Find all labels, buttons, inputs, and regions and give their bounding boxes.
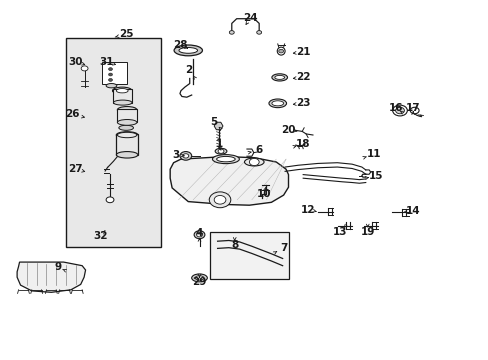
- Circle shape: [229, 31, 234, 34]
- Text: 21: 21: [295, 47, 310, 57]
- Ellipse shape: [395, 107, 404, 114]
- Text: 20: 20: [281, 125, 295, 135]
- Ellipse shape: [106, 84, 117, 88]
- Ellipse shape: [274, 76, 284, 80]
- Ellipse shape: [195, 276, 203, 280]
- Circle shape: [278, 49, 283, 53]
- Ellipse shape: [194, 231, 204, 239]
- Text: 24: 24: [243, 13, 257, 23]
- Ellipse shape: [392, 105, 407, 116]
- Text: 18: 18: [295, 139, 310, 149]
- Bar: [210, 232, 288, 279]
- Circle shape: [106, 197, 114, 203]
- Text: 14: 14: [405, 206, 420, 216]
- Ellipse shape: [117, 107, 137, 113]
- Circle shape: [409, 107, 418, 114]
- Text: 31: 31: [99, 57, 114, 67]
- Bar: [117, 109, 137, 122]
- Circle shape: [81, 66, 88, 71]
- Bar: [116, 134, 138, 155]
- Circle shape: [180, 152, 191, 160]
- Circle shape: [108, 73, 112, 76]
- Ellipse shape: [215, 148, 226, 154]
- Text: 25: 25: [119, 29, 133, 39]
- Ellipse shape: [196, 233, 202, 237]
- Ellipse shape: [277, 47, 285, 55]
- Ellipse shape: [116, 89, 128, 93]
- Circle shape: [249, 158, 259, 166]
- Text: 10: 10: [256, 189, 271, 199]
- Text: 26: 26: [65, 109, 80, 120]
- Text: 3: 3: [172, 150, 179, 160]
- Polygon shape: [17, 262, 85, 292]
- Text: 7: 7: [279, 243, 287, 253]
- Circle shape: [218, 149, 224, 153]
- Text: 9: 9: [54, 262, 61, 272]
- Ellipse shape: [174, 45, 202, 56]
- Circle shape: [108, 78, 112, 81]
- Text: 15: 15: [368, 171, 383, 181]
- Text: 12: 12: [300, 204, 315, 215]
- Text: 32: 32: [93, 231, 107, 241]
- Ellipse shape: [116, 132, 138, 138]
- Polygon shape: [214, 122, 223, 130]
- Ellipse shape: [216, 156, 235, 162]
- Text: 2: 2: [185, 65, 192, 75]
- Circle shape: [256, 31, 261, 34]
- Ellipse shape: [268, 99, 286, 108]
- Ellipse shape: [117, 120, 137, 125]
- Bar: [102, 62, 127, 84]
- Circle shape: [214, 195, 225, 204]
- Text: 30: 30: [68, 57, 83, 67]
- Text: 8: 8: [231, 240, 238, 250]
- Text: 29: 29: [192, 276, 206, 287]
- Text: 16: 16: [388, 103, 403, 113]
- Text: 13: 13: [332, 227, 346, 237]
- Circle shape: [183, 154, 188, 158]
- Ellipse shape: [116, 152, 138, 158]
- Ellipse shape: [191, 274, 207, 282]
- Bar: [113, 89, 132, 103]
- Ellipse shape: [179, 48, 197, 53]
- Text: 23: 23: [295, 98, 310, 108]
- Ellipse shape: [271, 101, 283, 106]
- Polygon shape: [170, 157, 288, 205]
- Circle shape: [209, 192, 230, 208]
- Ellipse shape: [113, 100, 132, 105]
- Ellipse shape: [212, 155, 239, 163]
- Ellipse shape: [119, 125, 133, 130]
- Bar: [66, 38, 161, 247]
- Text: 27: 27: [68, 164, 83, 174]
- Ellipse shape: [117, 132, 137, 138]
- Text: 28: 28: [172, 40, 187, 50]
- Text: 11: 11: [366, 149, 381, 159]
- Text: 1: 1: [215, 139, 222, 149]
- Text: 6: 6: [255, 145, 262, 156]
- Ellipse shape: [271, 74, 287, 81]
- Ellipse shape: [244, 158, 264, 166]
- Text: 5: 5: [210, 117, 217, 127]
- Text: 22: 22: [295, 72, 310, 82]
- Text: 4: 4: [195, 228, 203, 238]
- Text: 19: 19: [360, 227, 374, 237]
- Circle shape: [108, 68, 112, 71]
- Ellipse shape: [112, 87, 132, 94]
- Text: 17: 17: [405, 103, 420, 113]
